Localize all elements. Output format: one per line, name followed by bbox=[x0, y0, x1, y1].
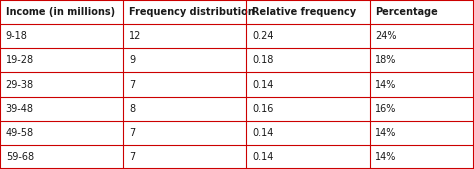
Text: 0.14: 0.14 bbox=[252, 128, 273, 138]
Text: 7: 7 bbox=[129, 152, 135, 162]
Text: Percentage: Percentage bbox=[375, 7, 438, 17]
Text: 18%: 18% bbox=[375, 55, 397, 65]
Text: 7: 7 bbox=[129, 128, 135, 138]
Text: 12: 12 bbox=[129, 31, 141, 41]
Text: 14%: 14% bbox=[375, 79, 397, 90]
Text: 0.18: 0.18 bbox=[252, 55, 273, 65]
Text: 0.14: 0.14 bbox=[252, 152, 273, 162]
Text: Income (in millions): Income (in millions) bbox=[6, 7, 115, 17]
Text: 14%: 14% bbox=[375, 152, 397, 162]
Text: 9: 9 bbox=[129, 55, 135, 65]
Text: 16%: 16% bbox=[375, 104, 397, 114]
Text: 49-58: 49-58 bbox=[6, 128, 34, 138]
Text: Relative frequency: Relative frequency bbox=[252, 7, 356, 17]
Text: 0.16: 0.16 bbox=[252, 104, 273, 114]
Text: Frequency distribution: Frequency distribution bbox=[129, 7, 255, 17]
Text: 19-28: 19-28 bbox=[6, 55, 34, 65]
Text: 24%: 24% bbox=[375, 31, 397, 41]
Text: 29-38: 29-38 bbox=[6, 79, 34, 90]
Text: 7: 7 bbox=[129, 79, 135, 90]
Text: 0.14: 0.14 bbox=[252, 79, 273, 90]
Text: 9-18: 9-18 bbox=[6, 31, 27, 41]
Text: 8: 8 bbox=[129, 104, 135, 114]
Text: 0.24: 0.24 bbox=[252, 31, 273, 41]
Text: 59-68: 59-68 bbox=[6, 152, 34, 162]
Text: 14%: 14% bbox=[375, 128, 397, 138]
Text: 39-48: 39-48 bbox=[6, 104, 34, 114]
